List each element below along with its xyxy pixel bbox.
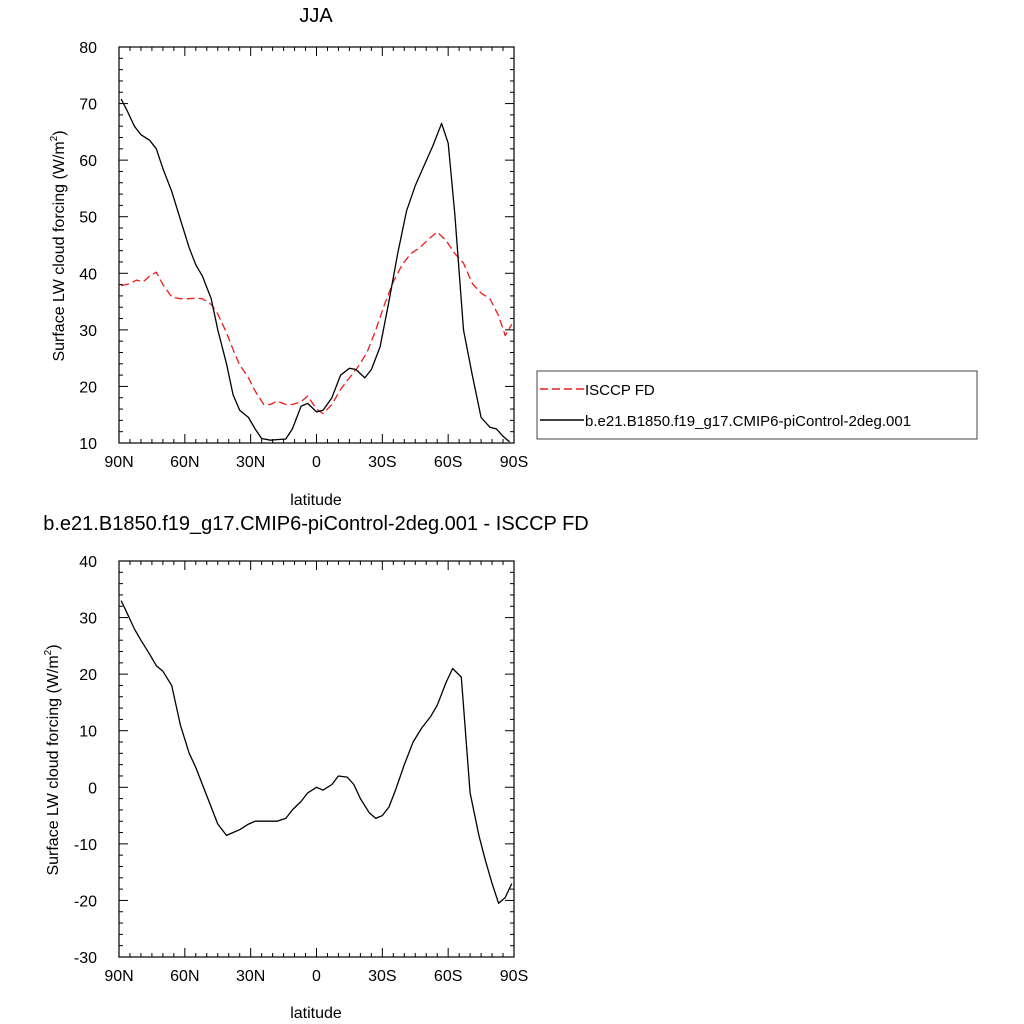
bottom-x-tick-label: 30N bbox=[236, 968, 265, 985]
top-y-tick-label: 40 bbox=[79, 266, 97, 283]
top-x-axis-label: latitude bbox=[290, 492, 342, 509]
top-x-tick-label: 0 bbox=[312, 454, 321, 471]
bottom-y-tick-label: 10 bbox=[79, 724, 97, 741]
top-y-tick-label: 70 bbox=[79, 97, 97, 114]
bottom-axes: 90N 60N 30N 0 30S 60S 90S -30 -20 -10 0 10 20 30 40 bbox=[74, 554, 528, 985]
top-y-tick-label: 80 bbox=[79, 40, 97, 57]
bottom-panel: b.e21.B1850.f19_g17.CMIP6-piControl-2deg… bbox=[43, 513, 589, 1022]
bottom-y-axis-label-text: Surface LW cloud forcing (W/m bbox=[45, 655, 62, 875]
bottom-y-tick-label: 20 bbox=[79, 667, 97, 684]
bottom-x-tick-label: 90S bbox=[500, 968, 528, 985]
top-y-tick-label: 30 bbox=[79, 323, 97, 340]
top-x-tick-label: 60S bbox=[434, 454, 462, 471]
top-x-tick-label: 30N bbox=[236, 454, 265, 471]
bottom-x-tick-label: 90N bbox=[104, 968, 133, 985]
bottom-y-tick-label: -20 bbox=[74, 893, 97, 910]
top-y-tick-label: 50 bbox=[79, 210, 97, 227]
top-model-line bbox=[120, 98, 511, 443]
bottom-y-axis-label-close: ) bbox=[45, 644, 62, 649]
bottom-y-axis-label-sup: 2 bbox=[43, 649, 54, 655]
top-panel: JJA 90N 60N 30N 0 30S 60S 90S1020304050607080 … bbox=[49, 5, 978, 509]
top-x-tick-label: 90N bbox=[104, 454, 133, 471]
top-y-axis-label: Surface LW cloud forcing (W/m2) bbox=[49, 130, 68, 361]
top-x-tick-label: 60N bbox=[170, 454, 199, 471]
bottom-x-tick-label: 30S bbox=[368, 968, 396, 985]
top-axes: 90N 60N 30N 0 30S 60S 90S 10 20 30 40 50 60 70 80 bbox=[79, 40, 528, 471]
bottom-y-tick-label: -30 bbox=[74, 950, 97, 967]
legend-obs-label: ISCCP FD bbox=[585, 382, 655, 399]
top-y-axis-label-close: ) bbox=[51, 130, 68, 135]
top-y-tick-label: 60 bbox=[79, 153, 97, 170]
top-chart-title: JJA bbox=[299, 5, 333, 27]
top-isccp-fd-line bbox=[121, 231, 513, 415]
top-plot-frame bbox=[118, 46, 515, 444]
top-y-tick-label: 10 bbox=[79, 436, 97, 453]
top-chart-legend: ISCCP FD b.e21.B1850.f19_g17.CMIP6-piCon… bbox=[536, 370, 978, 440]
bottom-x-tick-label: 0 bbox=[312, 968, 321, 985]
bottom-model-line bbox=[120, 600, 513, 904]
bottom-x-tick-label: 60N bbox=[170, 968, 199, 985]
legend-box bbox=[536, 370, 978, 440]
top-y-axis-label-sup: 2 bbox=[49, 135, 60, 141]
bottom-y-tick-label: -10 bbox=[74, 837, 97, 854]
bottom-y-tick-label: 30 bbox=[79, 611, 97, 628]
bottom-x-axis-label: latitude bbox=[290, 1005, 342, 1022]
top-y-axis-label-text: Surface LW cloud forcing (W/m bbox=[51, 141, 68, 361]
bottom-y-axis-label: Surface LW cloud forcing (W/m2) bbox=[43, 644, 62, 875]
legend-model-label: b.e21.B1850.f19_g17.CMIP6-piControl-2deg… bbox=[585, 413, 911, 430]
top-y-tick-label: 20 bbox=[79, 379, 97, 396]
bottom-y-tick-label: 40 bbox=[79, 554, 97, 571]
bottom-chart-title: b.e21.B1850.f19_g17.CMIP6-piControl-2deg… bbox=[43, 513, 589, 535]
top-x-tick-label: 30S bbox=[368, 454, 396, 471]
bottom-x-tick-label: 60S bbox=[434, 968, 462, 985]
top-x-tick-label: 90S bbox=[500, 454, 528, 471]
bottom-plot-frame bbox=[118, 560, 515, 958]
bottom-y-tick-label: 0 bbox=[88, 780, 97, 797]
